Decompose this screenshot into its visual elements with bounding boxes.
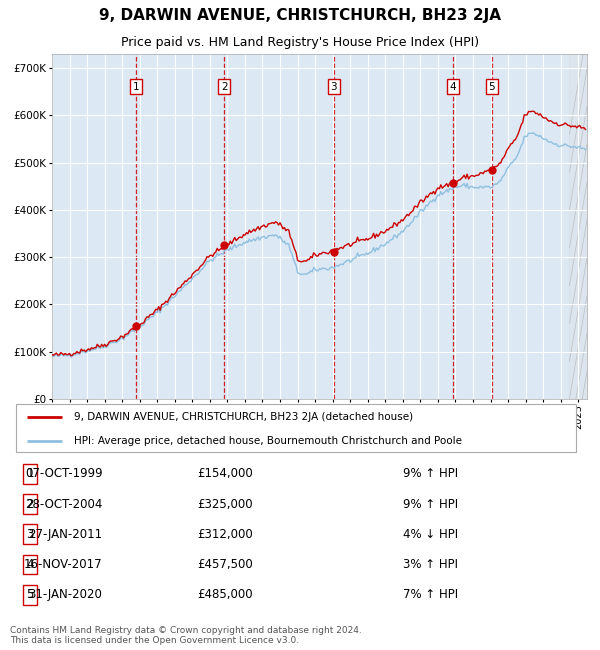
Text: 1: 1 [26,467,34,480]
Text: 3% ↑ HPI: 3% ↑ HPI [403,558,458,571]
Text: £154,000: £154,000 [197,467,253,480]
Text: 5: 5 [488,82,495,92]
Text: 07-OCT-1999: 07-OCT-1999 [25,467,103,480]
Text: £457,500: £457,500 [197,558,253,571]
Text: £485,000: £485,000 [197,588,253,601]
Text: 16-NOV-2017: 16-NOV-2017 [24,558,103,571]
Text: 3: 3 [26,528,34,541]
Text: 9% ↑ HPI: 9% ↑ HPI [403,497,458,510]
Text: 9% ↑ HPI: 9% ↑ HPI [403,467,458,480]
FancyBboxPatch shape [16,404,577,452]
Text: 2: 2 [221,82,227,92]
Text: 4% ↓ HPI: 4% ↓ HPI [403,528,458,541]
Text: 3: 3 [331,82,337,92]
Bar [569,54,587,399]
Text: 4: 4 [26,558,34,571]
Text: 5: 5 [26,588,34,601]
Text: 1: 1 [133,82,139,92]
Text: 27-JAN-2011: 27-JAN-2011 [28,528,103,541]
Text: Price paid vs. HM Land Registry's House Price Index (HPI): Price paid vs. HM Land Registry's House … [121,36,479,49]
Text: 28-OCT-2004: 28-OCT-2004 [25,497,103,510]
Text: 9, DARWIN AVENUE, CHRISTCHURCH, BH23 2JA: 9, DARWIN AVENUE, CHRISTCHURCH, BH23 2JA [99,8,501,23]
Text: £312,000: £312,000 [197,528,253,541]
Text: 31-JAN-2020: 31-JAN-2020 [29,588,103,601]
Text: 2: 2 [26,497,34,510]
Text: 7% ↑ HPI: 7% ↑ HPI [403,588,458,601]
Text: £325,000: £325,000 [197,497,253,510]
Text: 4: 4 [450,82,457,92]
Text: HPI: Average price, detached house, Bournemouth Christchurch and Poole: HPI: Average price, detached house, Bour… [74,436,461,446]
Text: 9, DARWIN AVENUE, CHRISTCHURCH, BH23 2JA (detached house): 9, DARWIN AVENUE, CHRISTCHURCH, BH23 2JA… [74,411,413,422]
Text: Contains HM Land Registry data © Crown copyright and database right 2024.
This d: Contains HM Land Registry data © Crown c… [10,626,362,645]
